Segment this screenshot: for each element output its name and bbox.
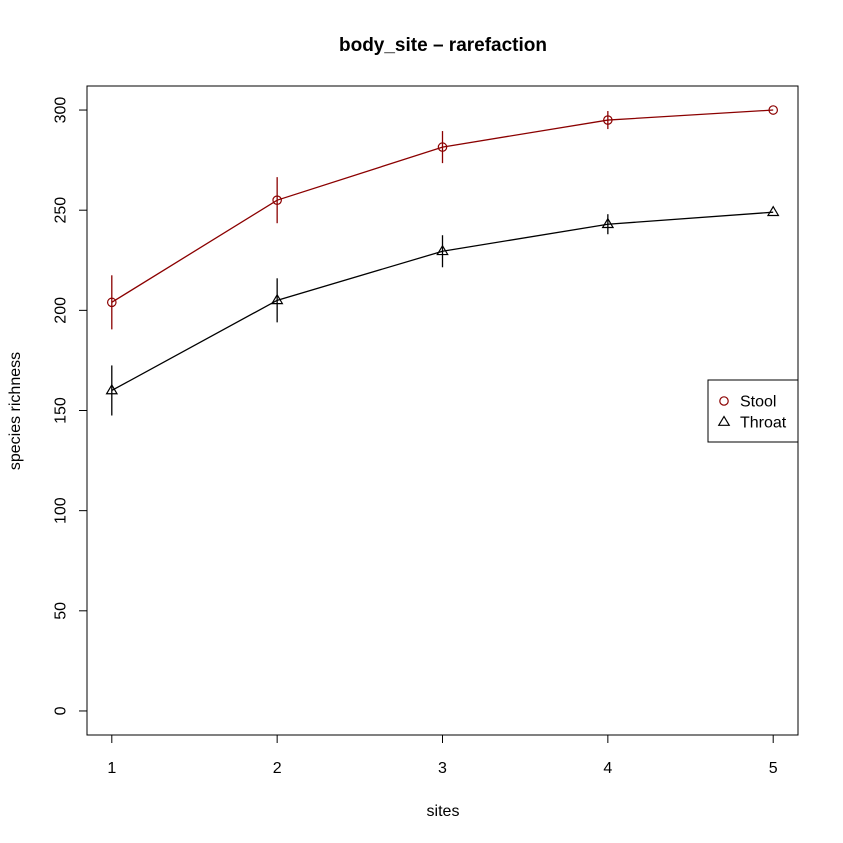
legend-items: Stool Throat — [717, 394, 787, 432]
stool-point — [768, 105, 778, 115]
plot-frame — [86, 85, 799, 736]
series-stool — [107, 105, 778, 330]
y-tick-label: 100 — [53, 497, 70, 524]
stool-point — [603, 115, 613, 125]
legend-marker-throat — [717, 415, 731, 426]
stool-point — [107, 297, 117, 308]
throat-point — [436, 244, 449, 256]
legend-label-throat: Throat — [740, 415, 787, 432]
series-layer — [105, 105, 780, 416]
x-axis-label: sites — [427, 803, 460, 820]
y-tick-label: 200 — [53, 297, 70, 324]
series-throat — [105, 205, 780, 416]
y-tick-label: 250 — [53, 197, 70, 224]
x-tick-label: 1 — [107, 760, 116, 777]
legend: Stool Throat — [707, 379, 799, 443]
x-tick-label: 3 — [438, 760, 447, 777]
y-axis-label: species richness — [7, 352, 24, 470]
stool-point — [272, 195, 282, 205]
throat-point — [105, 383, 119, 395]
y-tick-label: 50 — [53, 602, 70, 620]
y-tick-label: 300 — [53, 97, 70, 124]
x-tick-label: 2 — [273, 760, 282, 777]
legend-label-stool: Stool — [740, 394, 776, 411]
x-axis: 1 2 3 4 5 — [107, 735, 778, 777]
throat-point — [270, 293, 284, 305]
chart-title: body_site – rarefaction — [339, 35, 547, 56]
throat-point — [601, 217, 615, 229]
x-tick-label: 4 — [603, 760, 612, 777]
y-tick-label: 150 — [53, 397, 70, 424]
x-tick-label: 5 — [769, 760, 778, 777]
y-tick-label: 0 — [53, 706, 70, 715]
legend-box — [707, 379, 799, 443]
y-axis: 0 50 100 150 200 250 300 — [53, 97, 87, 715]
throat-point — [766, 205, 780, 217]
legend-marker-stool — [719, 396, 729, 406]
stool-point — [437, 142, 448, 152]
